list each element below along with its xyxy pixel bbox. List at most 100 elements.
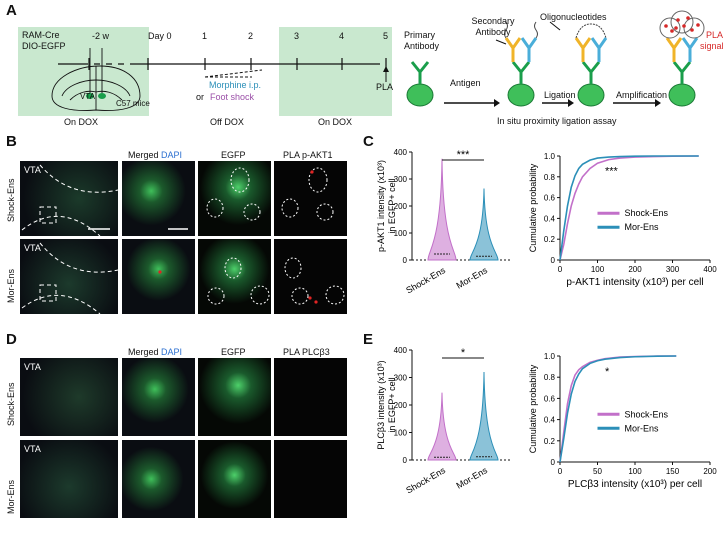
time-label-5: 5 xyxy=(383,31,389,41)
pla-timepoint-label: PLA xyxy=(376,82,394,92)
e-cdf-legend-label-1: Mor-Ens xyxy=(625,423,660,433)
d-col-merged: Merged DAPI xyxy=(128,347,182,357)
timeline-svg xyxy=(51,48,389,111)
strain-label-1: RAM-Cre xyxy=(22,30,60,40)
e-cdf-xtick-label-1: 50 xyxy=(593,467,602,476)
e-violin-xlabel-0: Shock-Ens xyxy=(404,465,447,496)
c-violin-ytick-label-4: 400 xyxy=(394,148,408,157)
d-shock-merged-image xyxy=(122,358,195,436)
e-violin-ytick-label-3: 300 xyxy=(394,374,408,383)
c-cdf-ytick-label-5: 1.0 xyxy=(544,152,556,161)
phase-on-dox-1: On DOX xyxy=(64,117,99,127)
time-label-3: 3 xyxy=(294,31,300,41)
time-label-minus2w: -2 w xyxy=(92,31,110,41)
d-shock-egfp-image xyxy=(198,358,271,436)
e-cdf-ytick-label-3: 0.6 xyxy=(544,394,556,403)
e-violin-ytick-label-0: 0 xyxy=(403,456,408,465)
d-shock-vta-image: VTA xyxy=(20,358,118,436)
b-mor-egfp-image xyxy=(198,239,271,314)
e-cdf-xtick-label-3: 150 xyxy=(666,467,680,476)
e-violin-ytick-label-2: 200 xyxy=(394,401,408,410)
time-label-4: 4 xyxy=(339,31,345,41)
e-cdf-xtick-label-2: 100 xyxy=(628,467,642,476)
e-cdf-legend-label-0: Shock-Ens xyxy=(625,409,669,419)
brain-sketch xyxy=(51,48,141,111)
c-violin-xlabel-0: Shock-Ens xyxy=(404,265,447,296)
e-cdf-ylabel: Cumulative probability xyxy=(528,364,538,453)
c-cdf-xtick-label-2: 200 xyxy=(628,265,642,274)
b-shock-egfp-image xyxy=(198,161,271,236)
c-cdf-xtick-label-1: 100 xyxy=(591,265,605,274)
d-mor-merged-image xyxy=(122,440,195,518)
c-violin-violin-0 xyxy=(427,158,457,261)
pla-signal-label-1: PLA xyxy=(706,30,724,40)
c-violin-ytick-label-3: 300 xyxy=(394,175,408,184)
d-shock-pla-image xyxy=(274,358,347,436)
on-dox-box-2 xyxy=(279,27,392,116)
amplification-label: Amplification xyxy=(616,90,668,100)
c-cdf-ytick-label-2: 0.4 xyxy=(544,214,556,223)
c-violin-ylabel-1: p-AKT1 intensity (x10³) xyxy=(376,160,386,252)
e-cdf-series-1 xyxy=(559,355,677,463)
e-violin-sig-label: * xyxy=(461,347,466,359)
c-cdf-ytick-label-1: 0.2 xyxy=(544,235,556,244)
b-shock-merged-image xyxy=(122,161,195,236)
secondary-antibody-label: Secondary Antibody xyxy=(471,16,515,37)
time-label-1: 1 xyxy=(202,31,208,41)
mice-label: C57 mice xyxy=(116,99,150,108)
or-label: or xyxy=(196,92,205,102)
e-cdf-ytick-label-0: 0 xyxy=(551,458,556,467)
pla-signal-label-2: signal xyxy=(700,41,724,51)
c-cdf-ytick-label-0: 0 xyxy=(551,256,556,265)
e-cdf-xtick-label-0: 0 xyxy=(558,467,563,476)
panel-label-d: D xyxy=(6,331,17,348)
b-col-merged-text: Merged xyxy=(128,150,159,160)
phase-off-dox: Off DOX xyxy=(210,117,244,127)
c-violin-ylabel-2: in EGFP+ cell xyxy=(387,178,397,233)
phase-on-dox-2: On DOX xyxy=(318,117,353,127)
c-cdf-ytick-label-3: 0.6 xyxy=(544,194,556,203)
d-mor-pla-image xyxy=(274,440,347,518)
panel-label-c: C xyxy=(363,133,374,150)
c-cdf-legend-label-0: Shock-Ens xyxy=(625,208,669,218)
c-cdf-sig-label: *** xyxy=(605,166,619,178)
oligonucleotides-label: Oligonucleotides xyxy=(540,12,607,22)
c-cdf-ytick-label-4: 0.8 xyxy=(544,173,556,182)
panel-label-b: B xyxy=(6,133,17,150)
c-cdf-legend-label-1: Mor-Ens xyxy=(625,222,660,232)
b-col-pla: PLA p-AKT1 xyxy=(283,150,333,160)
c-violin-xlabel-1: Mor-Ens xyxy=(455,265,490,291)
d-col-merged-text: Merged xyxy=(128,347,159,357)
e-cdf-sig-label: * xyxy=(605,366,610,378)
d-col-pla: PLA PLCβ3 xyxy=(283,347,330,357)
e-cdf-ytick-label-2: 0.4 xyxy=(544,416,556,425)
b-col-dapi: DAPI xyxy=(161,150,183,160)
primary-antibody-label: Primary Antibody xyxy=(404,30,440,51)
time-label-day0: Day 0 xyxy=(148,31,172,41)
e-violin-ylabel-1: PLCβ3 intensity (x10³) xyxy=(376,360,386,449)
foot-shock-label: Foot shock xyxy=(210,92,255,102)
morphine-label: Morphine i.p. xyxy=(209,80,262,90)
ligation-label: Ligation xyxy=(544,90,576,100)
treatment-bracket-1 xyxy=(204,69,263,78)
e-cdf-ytick-label-1: 0.2 xyxy=(544,437,556,446)
c-cdf-xlabel: p-AKT1 intensity (x10³) per cell xyxy=(566,277,703,288)
e-violin-violin-1 xyxy=(469,371,499,461)
b-mor-vta-image: VTA xyxy=(20,239,118,314)
e-violin-ytick-label-4: 400 xyxy=(394,346,408,355)
c-cdf-xtick-label-4: 400 xyxy=(703,265,717,274)
time-label-2: 2 xyxy=(248,31,254,41)
d-col-egfp: EGFP xyxy=(221,347,246,357)
c-violin-ytick-label-2: 200 xyxy=(394,202,408,211)
e-cdf-xlabel: PLCβ3 intensity (x10³) per cell xyxy=(568,479,702,490)
e-violin-violin-0 xyxy=(427,392,457,461)
pla-assay-diagram xyxy=(406,10,705,107)
d-mor-egfp-image xyxy=(198,440,271,518)
antigen-label: Antigen xyxy=(450,78,481,88)
assay-caption: In situ proximity ligation assay xyxy=(497,116,617,126)
on-dox-box-1 xyxy=(18,27,149,116)
vta-sketch-label: VTA xyxy=(80,92,95,101)
b-mor-merged-image xyxy=(122,239,195,314)
c-cdf-xtick-label-0: 0 xyxy=(558,265,563,274)
